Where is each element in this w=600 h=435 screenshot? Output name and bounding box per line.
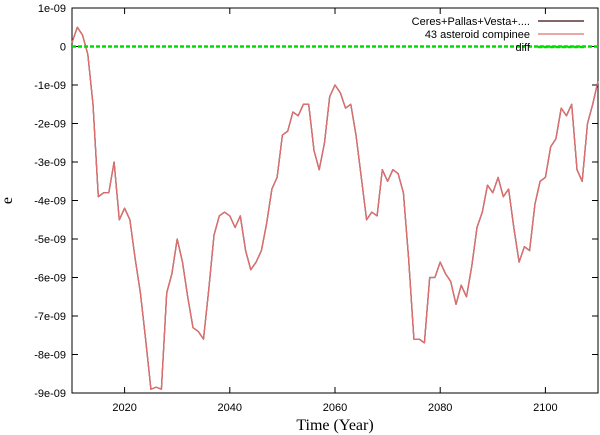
- x-tick-label: 2080: [428, 402, 452, 414]
- plot-frame: [71, 7, 599, 394]
- y-tick-label: -6e-09: [34, 273, 66, 285]
- legend: Ceres+Pallas+Vesta+....43 asteroid compi…: [412, 16, 584, 54]
- x-tick-label: 2020: [112, 402, 136, 414]
- x-tick-label: 2040: [218, 402, 242, 414]
- y-tick-label: -5e-09: [34, 234, 66, 246]
- plot-border: [71, 7, 599, 394]
- series-line-ceres-pallas-vesta: [71, 26, 599, 390]
- legend-label: 43 asteroid compinee: [425, 29, 530, 41]
- y-tick-label: -9e-09: [34, 388, 66, 400]
- y-tick-label: -4e-09: [34, 196, 66, 208]
- x-tick-label: 2060: [323, 402, 347, 414]
- y-tick-label: -3e-09: [34, 157, 66, 169]
- x-tick-label: 2100: [533, 402, 557, 414]
- y-tick-label: -2e-09: [34, 119, 66, 131]
- y-axis-ticks: 1e-09 0 -1e-09 -2e-09 -3e-09 -4e-09 -5e-09 -6e-…: [34, 3, 598, 400]
- y-tick-label: -1e-09: [34, 80, 66, 92]
- y-tick-label: 0: [60, 42, 66, 54]
- series-layer: [71, 26, 599, 390]
- y-tick-label: -7e-09: [34, 311, 66, 323]
- series-line-43-asteroid: [71, 26, 599, 390]
- y-axis-title: e: [0, 197, 16, 204]
- x-axis-ticks: 2020 2040 2060 2080 2100: [112, 8, 558, 414]
- y-tick-label: 1e-09: [38, 3, 66, 15]
- legend-label: Ceres+Pallas+Vesta+....: [412, 16, 530, 28]
- y-tick-label: -8e-09: [34, 350, 66, 362]
- x-axis-title: Time (Year): [296, 417, 373, 434]
- legend-label: diff: [516, 42, 531, 54]
